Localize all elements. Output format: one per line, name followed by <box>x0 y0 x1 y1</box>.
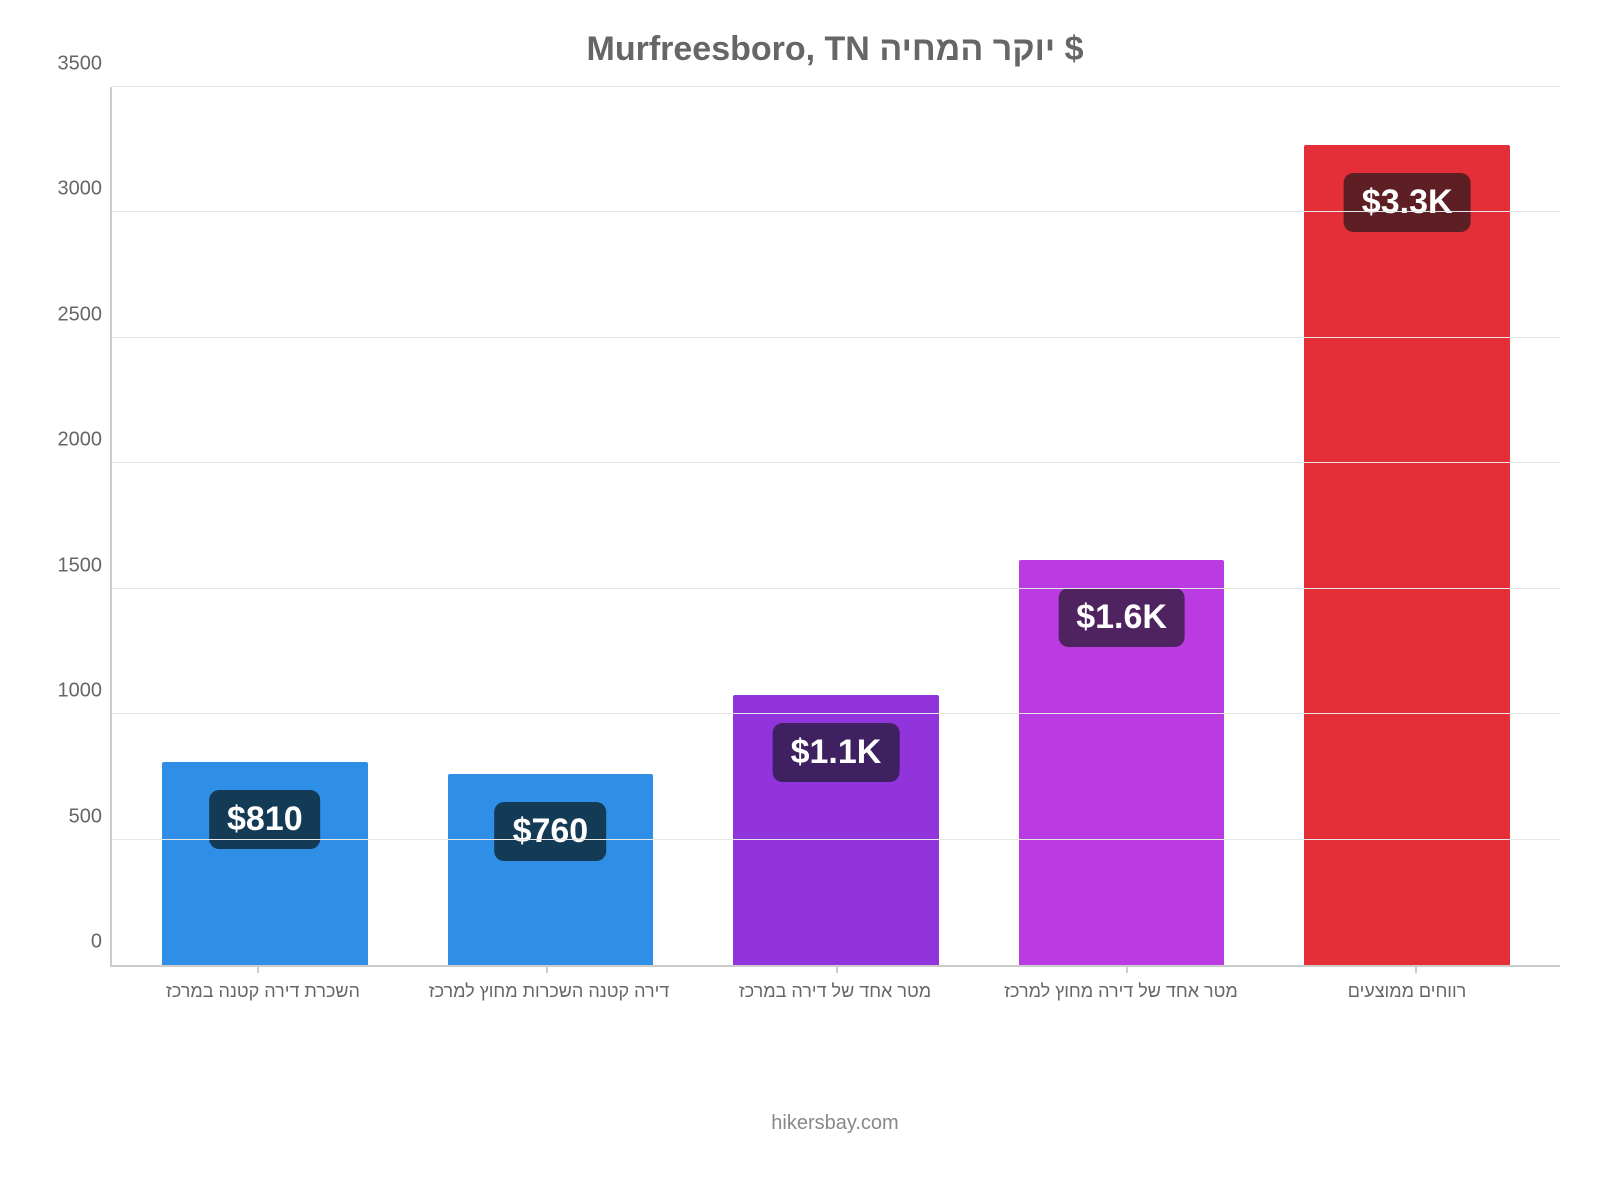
bar: $1.6K <box>1019 560 1225 965</box>
y-tick-label: 3500 <box>42 53 102 76</box>
y-tick-label: 1000 <box>42 680 102 703</box>
grid-line <box>112 713 1560 714</box>
bar: $760 <box>448 774 654 965</box>
chart-container: Murfreesboro, TN יוקר המחיה $ $810 $760 $1… <box>0 0 1600 1200</box>
grid-line <box>112 86 1560 87</box>
x-axis-label: השכרת דירה קטנה במרכז <box>120 981 406 1002</box>
y-tick-label: 2500 <box>42 303 102 326</box>
x-tick <box>836 965 838 973</box>
y-tick-label: 2000 <box>42 429 102 452</box>
x-tick <box>257 965 259 973</box>
x-axis-label: דירה קטנה השכרות מחוץ למרכז <box>406 981 692 1002</box>
bar-slot: $810 <box>122 87 408 965</box>
x-axis-label: רווחים ממוצעים <box>1264 981 1550 1002</box>
bar-value-badge: $1.1K <box>773 723 900 782</box>
bar-value-badge: $760 <box>495 802 607 861</box>
bars-row: $810 $760 $1.1K $1.6K $3.3K <box>112 87 1560 965</box>
bar: $810 <box>162 762 368 965</box>
y-tick-label: 1500 <box>42 554 102 577</box>
bar-value-badge: $1.6K <box>1058 588 1185 647</box>
grid-line <box>112 337 1560 338</box>
chart-title: Murfreesboro, TN יוקר המחיה $ <box>110 30 1560 69</box>
grid-line <box>112 211 1560 212</box>
y-tick-label: 3000 <box>42 178 102 201</box>
bar-slot: $760 <box>408 87 694 965</box>
x-tick <box>546 965 548 973</box>
grid-line <box>112 839 1560 840</box>
bar: $3.3K <box>1304 145 1510 965</box>
bar-slot: $3.3K <box>1264 87 1550 965</box>
y-tick-label: 500 <box>42 805 102 828</box>
x-axis-labels: השכרת דירה קטנה במרכזדירה קטנה השכרות מח… <box>110 981 1560 1002</box>
bar: $1.1K <box>733 695 939 965</box>
x-tick <box>1126 965 1128 973</box>
bar-value-badge: $3.3K <box>1344 173 1471 232</box>
plot-area: $810$760$1.1K$1.6K$3.3K 0500100015002000… <box>110 87 1560 967</box>
grid-line <box>112 588 1560 589</box>
bar-value-badge: $810 <box>209 790 321 849</box>
x-axis-label: מטר אחד של דירה מחוץ למרכז <box>978 981 1264 1002</box>
grid-line <box>112 462 1560 463</box>
bar-slot: $1.6K <box>979 87 1265 965</box>
x-axis-label: מטר אחד של דירה במרכז <box>692 981 978 1002</box>
y-tick-label: 0 <box>42 931 102 954</box>
x-tick <box>1415 965 1417 973</box>
bar-slot: $1.1K <box>693 87 979 965</box>
footer-attribution: hikersbay.com <box>110 1112 1560 1135</box>
